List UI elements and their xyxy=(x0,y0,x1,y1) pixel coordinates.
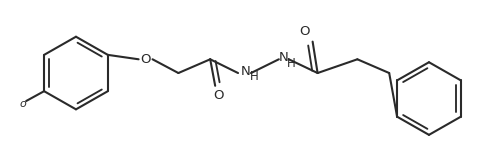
Text: N: N xyxy=(279,51,289,64)
Text: O: O xyxy=(213,89,223,102)
Text: H: H xyxy=(249,70,258,83)
Text: o: o xyxy=(20,99,27,109)
Text: N: N xyxy=(241,65,251,78)
Text: H: H xyxy=(287,57,296,70)
Text: O: O xyxy=(141,53,151,66)
Text: O: O xyxy=(299,25,310,38)
